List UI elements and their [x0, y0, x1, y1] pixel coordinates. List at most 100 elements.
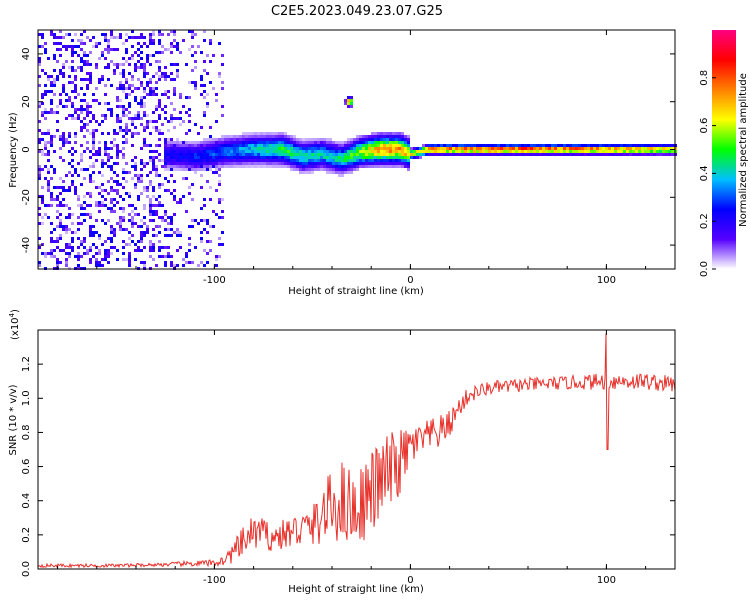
heatmap-cell [107, 219, 110, 222]
heatmap-cell [572, 153, 575, 156]
snr-ytick-label: 0.4 [21, 493, 32, 509]
snr-xtick-label: 0 [407, 575, 413, 586]
heatmap-cell [170, 228, 173, 231]
heatmap-cell [191, 141, 194, 144]
heatmap-cell [68, 216, 71, 219]
heatmap-cell [245, 141, 248, 144]
heatmap-cell [143, 246, 146, 249]
heatmap-cell [272, 138, 275, 141]
heatmap-cell [221, 135, 224, 138]
heatmap-cell [296, 138, 299, 141]
heatmap-cell [80, 153, 83, 156]
heatmap-cell [287, 144, 290, 147]
heatmap-cell [452, 147, 455, 150]
heatmap-cell [152, 54, 155, 57]
heatmap-cell [188, 147, 191, 150]
heatmap-cell [44, 90, 47, 93]
heatmap-cell [212, 141, 215, 144]
heatmap-cell [233, 156, 236, 159]
heatmap-cell [116, 153, 119, 156]
heatmap-cell [338, 165, 341, 168]
heatmap-cell [119, 126, 122, 129]
heatmap-cell [83, 126, 86, 129]
heatmap-cell [491, 153, 494, 156]
heatmap-cell [305, 153, 308, 156]
heatmap-cell [392, 132, 395, 135]
heatmap-cell [62, 75, 65, 78]
heatmap-cell [257, 141, 260, 144]
heatmap-cell [155, 210, 158, 213]
heatmap-cell [215, 147, 218, 150]
heatmap-cell [101, 78, 104, 81]
heatmap-cell [110, 189, 113, 192]
heatmap-cell [140, 237, 143, 240]
heatmap-cell [524, 144, 527, 147]
heatmap-cell [50, 144, 53, 147]
heatmap-cell [401, 156, 404, 159]
heatmap-cell [242, 165, 245, 168]
heatmap-cell [59, 93, 62, 96]
heatmap-cell [341, 144, 344, 147]
heatmap-cell [107, 192, 110, 195]
heatmap-cell [629, 153, 632, 156]
heatmap-cell [65, 141, 68, 144]
heatmap-cell [422, 153, 425, 156]
heatmap-cell [104, 93, 107, 96]
heatmap-cell [38, 246, 41, 249]
heatmap-cell [62, 189, 65, 192]
heatmap-cell [383, 147, 386, 150]
heatmap-cell [401, 141, 404, 144]
heatmap-cell [203, 90, 206, 93]
heatmap-cell [275, 141, 278, 144]
heatmap-cell [86, 105, 89, 108]
heatmap-cell [401, 132, 404, 135]
heatmap-cell [461, 153, 464, 156]
heatmap-cell [359, 147, 362, 150]
heatmap-cell [158, 33, 161, 36]
heatmap-cell [47, 57, 50, 60]
heatmap-cell [188, 225, 191, 228]
heatmap-cell [470, 147, 473, 150]
heatmap-cell [134, 96, 137, 99]
heatmap-cell [152, 87, 155, 90]
heatmap-cell [623, 144, 626, 147]
heatmap-cell [80, 105, 83, 108]
heatmap-cell [173, 180, 176, 183]
heatmap-cell [89, 225, 92, 228]
heatmap-cell [296, 147, 299, 150]
heatmap-cell [200, 240, 203, 243]
heatmap-cell [401, 135, 404, 138]
heatmap-cell [74, 108, 77, 111]
heatmap-cell [500, 150, 503, 153]
heatmap-cell [215, 258, 218, 261]
heatmap-cell [116, 144, 119, 147]
heatmap-cell [263, 150, 266, 153]
heatmap-cell [62, 138, 65, 141]
heatmap-cell [392, 147, 395, 150]
heatmap-cell [641, 144, 644, 147]
heatmap-cell [188, 156, 191, 159]
heatmap-cell [266, 138, 269, 141]
heatmap-cell [71, 114, 74, 117]
heatmap-cell [116, 132, 119, 135]
heatmap-cell [149, 201, 152, 204]
heatmap-cell [149, 213, 152, 216]
heatmap-cell [203, 84, 206, 87]
heatmap-cell [92, 138, 95, 141]
heatmap-cell [164, 66, 167, 69]
heatmap-cell [266, 162, 269, 165]
heatmap-cell [215, 264, 218, 267]
heatmap-cell [608, 153, 611, 156]
heatmap-cell [89, 132, 92, 135]
heatmap-cell [224, 150, 227, 153]
heatmap-cell [344, 150, 347, 153]
heatmap-cell [353, 138, 356, 141]
heatmap-cell [155, 144, 158, 147]
heatmap-cell [89, 231, 92, 234]
heatmap-cell [269, 159, 272, 162]
heatmap-cell [332, 159, 335, 162]
heatmap-cell [203, 39, 206, 42]
heatmap-cell [641, 147, 644, 150]
heatmap-cell [269, 156, 272, 159]
heatmap-cell [332, 150, 335, 153]
